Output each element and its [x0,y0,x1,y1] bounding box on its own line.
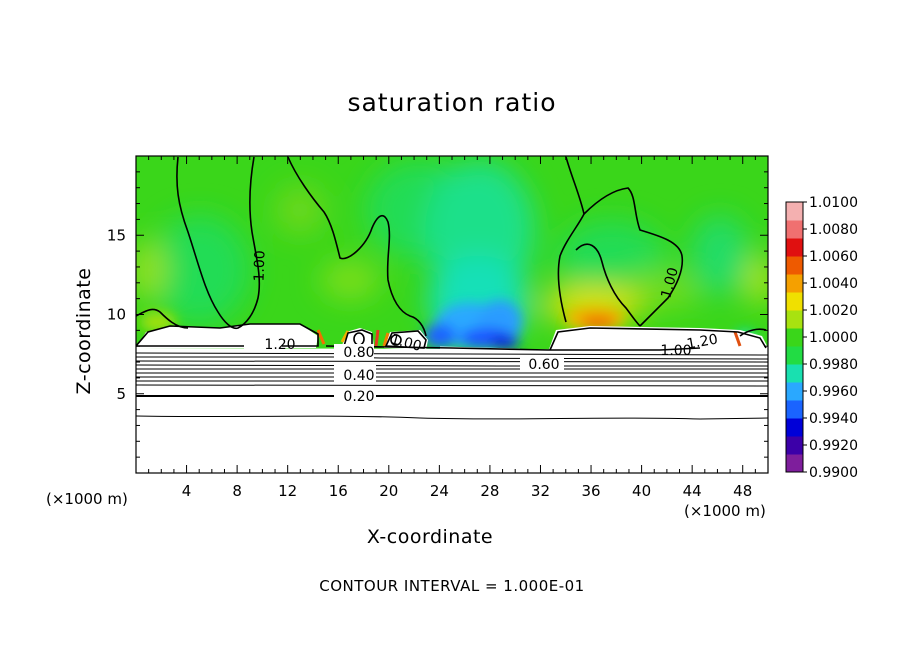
y-tick-label: 5 [116,385,126,403]
contour-label: 1.20 [686,331,719,352]
contour-label: 0.40 [343,368,374,384]
colorbar-label: 1.0080 [809,222,858,238]
colorbar-swatch [786,418,803,437]
colorbar-swatch [786,238,803,257]
colorbar-swatch [786,202,803,221]
colorbar-label: 1.0100 [809,195,858,211]
x-unit-label-left: (×1000 m) [46,490,128,508]
colorbar-label: 1.0040 [809,276,858,292]
colorbar: 1.0100 1.0080 1.0060 1.0040 1.0020 1.0000 0.99… [785,195,858,481]
plot-field [136,156,768,473]
contour-label: 1.20 [264,337,295,353]
colorbar-swatch [786,364,803,383]
contour-label: 0.80 [343,345,374,361]
x-tick-label: 8 [232,482,242,500]
x-unit-label-right: (×1000 m) [684,502,766,520]
colorbar-label: 1.0000 [809,330,858,346]
y-tick-label: 15 [107,226,126,244]
y-axis-label: Z-coordinate [73,267,95,395]
colorbar-swatch [786,292,803,311]
x-tick-label: 16 [329,482,348,500]
x-tick-label: 4 [182,482,192,500]
contour-interval-note: CONTOUR INTERVAL = 1.000E-01 [319,577,585,595]
colorbar-swatch [786,256,803,275]
x-tick-label: 28 [480,482,499,500]
colorbar-label: 0.9920 [809,438,858,454]
colorbar-label: 0.9960 [809,384,858,400]
colorbar-swatch [786,274,803,293]
x-axis: 4 8 12 16 20 24 28 32 36 40 44 48 [148,156,756,500]
colorbar-swatch [786,346,803,365]
x-tick-label: 20 [379,482,398,500]
colorbar-swatch [786,436,803,455]
colorbar-label: 1.0060 [809,249,858,265]
x-tick-label: 32 [531,482,550,500]
x-tick-label: 48 [733,482,752,500]
colorbar-swatch [786,382,803,401]
colorbar-swatch [786,328,803,347]
x-axis-label: X-coordinate [366,526,494,548]
colorbar-label: 1.0020 [809,303,858,319]
contour-lines-1-00 [136,156,767,351]
contour-label: 1.00 [251,250,268,282]
x-tick-label: 44 [683,482,702,500]
contour-label: 1.00 [389,331,423,355]
colorbar-swatch [786,454,803,473]
colorbar-label: 0.9940 [809,411,858,427]
chart-title: saturation ratio [347,88,557,117]
contour-label: 0.20 [343,389,374,405]
x-tick-label: 40 [632,482,651,500]
x-tick-label: 24 [430,482,449,500]
contour-label: 0.60 [528,357,559,373]
colorbar-label: 0.9980 [809,357,858,373]
x-tick-label: 12 [278,482,297,500]
contour-lines-1-20 [136,323,767,351]
contour-lines-lower [136,352,768,420]
colorbar-swatch [786,310,803,329]
x-tick-label: 36 [581,482,600,500]
colorbar-label: 0.9900 [809,465,858,481]
y-axis: 5 10 15 [107,171,768,458]
contour-label-group: 1.00 1.00 1.20 1.20 1.00 1.00 0.80 0.60 … [244,250,719,405]
y-tick-label: 10 [107,306,126,324]
contour-label: 1.00 [658,266,682,300]
colorbar-swatch [786,400,803,419]
colorbar-swatch [786,220,803,239]
contour-label: 1.00 [660,343,691,359]
